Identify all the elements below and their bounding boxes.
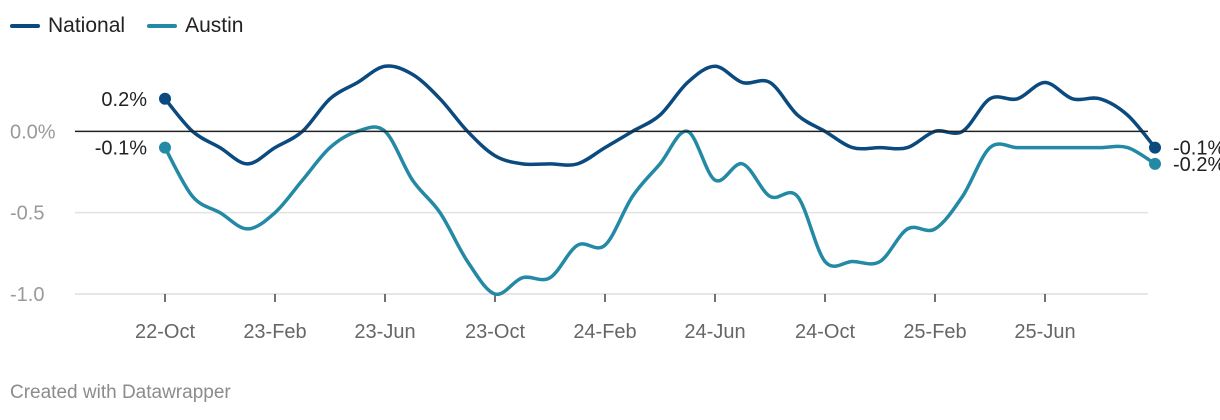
x-tick-label: 24-Oct bbox=[795, 321, 855, 343]
start-label-austin: -0.1% bbox=[95, 138, 147, 160]
y-tick-label: -0.5 bbox=[10, 203, 44, 225]
x-tick-label: 23-Feb bbox=[243, 321, 306, 343]
x-tick-label: 24-Jun bbox=[684, 321, 745, 343]
y-tick-label: -1.0 bbox=[10, 284, 44, 306]
x-tick-label: 25-Jun bbox=[1014, 321, 1075, 343]
legend-swatch-austin bbox=[147, 24, 178, 28]
series-line-austin bbox=[163, 125, 1157, 296]
legend-swatch-national bbox=[10, 24, 40, 28]
chart-legend: National Austin bbox=[10, 14, 243, 38]
legend-label-austin: Austin bbox=[185, 14, 244, 37]
x-tick-label: 23-Jun bbox=[354, 321, 415, 343]
end-dot-austin bbox=[1149, 157, 1161, 170]
end-dot-national bbox=[1149, 141, 1161, 154]
x-tick-label: 23-Oct bbox=[465, 321, 525, 343]
end-label-austin: -0.2% bbox=[1173, 154, 1220, 176]
legend-item-austin: Austin bbox=[147, 14, 243, 38]
x-tick-label: 24-Feb bbox=[573, 321, 636, 343]
y-tick-label: 0.0% bbox=[10, 121, 56, 143]
start-dot-national bbox=[159, 92, 171, 105]
end-label-national: -0.1% bbox=[1173, 138, 1220, 160]
start-label-national: 0.2% bbox=[101, 89, 147, 111]
start-dot-austin bbox=[159, 141, 171, 154]
legend-label-national: National bbox=[48, 14, 126, 37]
legend-item-national: National bbox=[10, 14, 125, 38]
series-line-national bbox=[163, 64, 1157, 167]
footer-credit: Created with Datawrapper bbox=[10, 382, 231, 403]
x-tick-label: 25-Feb bbox=[903, 321, 966, 343]
x-tick-label: 22-Oct bbox=[135, 321, 195, 343]
